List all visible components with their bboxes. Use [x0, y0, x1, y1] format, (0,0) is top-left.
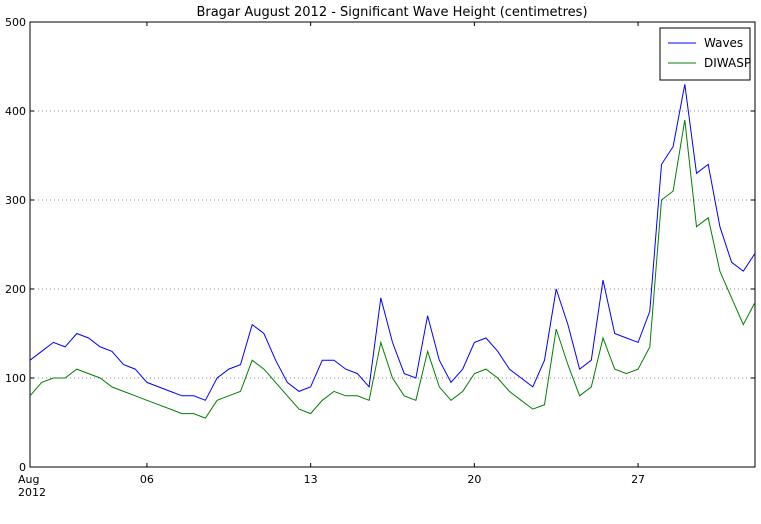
x-tick-label: 27 [631, 473, 645, 486]
line [29, 119, 756, 419]
line [29, 84, 756, 401]
chart-title: Bragar August 2012 - Significant Wave He… [196, 5, 587, 20]
legend-box [659, 27, 751, 81]
plot-frame [29, 21, 756, 468]
y-tick-label: 400 [5, 105, 26, 118]
y-tick-label: 300 [5, 194, 26, 207]
x-tick-label: 13 [304, 473, 318, 486]
x-tick-label: 06 [140, 473, 154, 486]
legend-label: DIWASP [704, 56, 751, 70]
y-tick-label: 500 [5, 16, 26, 29]
y-tick-label: 0 [19, 461, 26, 474]
y-tick-label: 100 [5, 372, 26, 385]
y-tick-label: 200 [5, 283, 26, 296]
x-tick-label: Aug 2012 [18, 473, 46, 499]
legend-label: Waves [704, 36, 743, 50]
x-tick-label: 20 [467, 473, 481, 486]
